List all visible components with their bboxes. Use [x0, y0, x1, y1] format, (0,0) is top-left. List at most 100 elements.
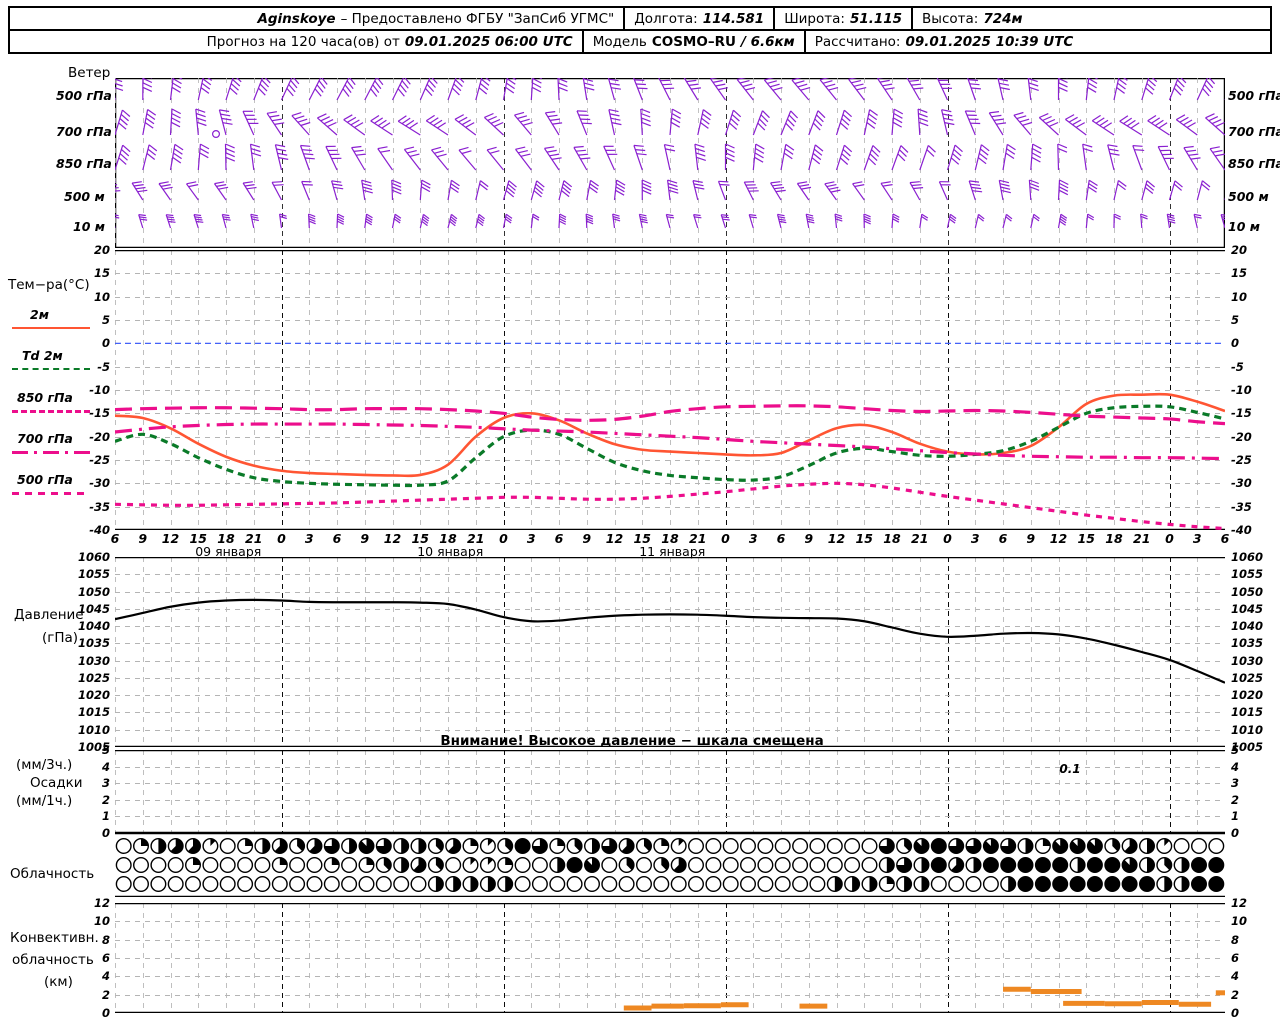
cloud-octa-symbol [792, 876, 809, 893]
cloud-octa-symbol [531, 876, 548, 893]
cloud-octa-symbol [1208, 857, 1225, 874]
time-tick-label: 18 [1105, 531, 1123, 546]
pressure-plot [115, 557, 1225, 747]
axis-tick-label: 5 [101, 743, 110, 757]
cloud-octa-symbol [618, 837, 635, 855]
cloud-octa-symbol [1173, 837, 1190, 855]
cloud-octa-symbol [1000, 837, 1017, 855]
cloud-octa-symbol [341, 857, 358, 874]
cloud-octa-symbol [1069, 857, 1086, 874]
time-tick-label: 3 [970, 531, 980, 546]
convective-label-line2: облачность [12, 952, 94, 968]
axis-tick-label: 4 [1231, 969, 1240, 984]
cloud-octa-symbol [965, 876, 982, 893]
axis-tick-label: 2 [1231, 987, 1240, 1002]
precip-value-label: 0.1 [1059, 762, 1081, 776]
temperature-series-700 гПа [115, 422, 1225, 461]
axis-tick-label: 0 [1231, 1006, 1240, 1020]
time-tick-label: 0 [1165, 531, 1174, 546]
convective-cloud-plot [115, 903, 1225, 1013]
cloud-octa-symbol [497, 837, 514, 855]
axis-tick-label: -15 [89, 406, 110, 421]
cloud-octa-symbol [1173, 876, 1190, 893]
cloud-octa-symbol [1000, 857, 1017, 874]
cloud-octa-symbol [878, 837, 895, 855]
longitude-cell: Долгота: 114.581 [623, 8, 773, 29]
latitude-label: Широта: [784, 10, 845, 27]
cloud-octa-symbol [913, 876, 930, 893]
axis-tick-label: 10 [1231, 289, 1248, 304]
cloud-octa-symbol [896, 876, 913, 893]
axis-tick-label: 2 [101, 792, 110, 807]
axis-tick-label: 0 [1231, 336, 1240, 351]
cloud-octa-symbol [913, 857, 930, 874]
time-tick-label: 3 [1192, 531, 1202, 546]
forecast-cell: Прогноз на 120 часа(ов) от 09.01.2025 06… [198, 31, 582, 52]
cloud-octa-symbol [1156, 876, 1173, 893]
wind-level-500hpa-right: 500 гПа [1228, 88, 1280, 103]
wind-level-700hpa-left: 700 гПа [56, 124, 112, 139]
axis-tick-label: 1050 [1231, 584, 1264, 599]
cloud-octa-symbol [427, 837, 444, 855]
axis-tick-label: 1025 [1231, 670, 1264, 685]
axis-tick-label: -35 [1231, 499, 1252, 514]
cloud-octa-symbol [566, 857, 583, 874]
cloud-octa-symbol [306, 876, 323, 893]
cloud-octa-symbol [584, 876, 601, 893]
cloud-octa-symbol [809, 876, 826, 893]
cloud-octa-symbol [1000, 876, 1017, 893]
header-row-forecast: Прогноз на 120 часа(ов) от 09.01.2025 06… [10, 31, 1270, 52]
time-tick-label: 21 [245, 531, 263, 546]
cloud-octa-symbol [497, 876, 514, 893]
axis-tick-label: -25 [89, 453, 110, 467]
time-tick-label: 3 [526, 531, 536, 546]
station-name: Aginskoye [257, 10, 336, 27]
axis-tick-label: 1060 [1231, 550, 1264, 564]
time-tick-label: 15 [189, 531, 207, 546]
axis-tick-label: 8 [101, 932, 110, 947]
cloud-octa-symbol [826, 876, 843, 893]
axis-tick-label: 15 [1231, 266, 1248, 281]
wind-level-700hpa-right: 700 гПа [1228, 124, 1280, 139]
cloud-octa-symbol [323, 837, 340, 855]
time-tick-label: 6 [332, 531, 342, 546]
calc-cell: Рассчитано: 09.01.2025 10:39 UTC [803, 31, 1083, 52]
cloud-octa-symbol [254, 857, 271, 874]
forecast-time: 09.01.2025 06:00 UTC [404, 33, 573, 50]
cloud-octa-symbol [427, 876, 444, 893]
time-tick-label: 21 [467, 531, 485, 546]
cloud-octa-symbol [930, 876, 947, 893]
cloud-octa-symbol [1121, 876, 1138, 893]
cloud-octa-symbol [549, 876, 566, 893]
axis-tick-label: 1010 [1231, 722, 1264, 737]
legend-label-500hpa: 500 гПа [17, 472, 73, 487]
cloud-octa-symbol [115, 857, 132, 874]
cloud-octa-symbol [531, 837, 548, 855]
cloud-octa-symbol [1086, 876, 1103, 893]
time-tick-label: 9 [1026, 531, 1036, 546]
cloud-octa-symbol [705, 876, 722, 893]
axis-tick-label: 0 [1231, 826, 1240, 840]
time-tick-label: 18 [883, 531, 901, 546]
axis-tick-label: -40 [89, 523, 110, 537]
cloud-octa-symbol [237, 837, 254, 855]
time-tick-label: 6 [1220, 531, 1230, 546]
time-tick-label: 6 [776, 531, 786, 546]
wind-level-10m-left: 10 м [73, 219, 105, 234]
cloud-octa-symbol [150, 837, 167, 855]
axis-tick-label: 10 [1231, 914, 1248, 929]
cloud-octa-symbol [653, 876, 670, 893]
cloud-cover-label: Облачность [10, 866, 95, 882]
cloud-octa-symbol [896, 857, 913, 874]
cloud-octa-symbol [375, 857, 392, 874]
pressure-warning-text: Внимание! Высокое давление − шкала смеще… [440, 733, 824, 749]
cloud-octa-symbol [184, 876, 201, 893]
cloud-octa-symbol [757, 837, 774, 855]
cloud-octa-symbol [514, 857, 531, 874]
cloud-octa-symbol [982, 837, 999, 855]
cloud-octa-symbol [688, 876, 705, 893]
axis-tick-label: 1005 [1231, 740, 1264, 754]
axis-tick-label: 1035 [1231, 636, 1264, 651]
cloud-octa-symbol [878, 876, 895, 893]
